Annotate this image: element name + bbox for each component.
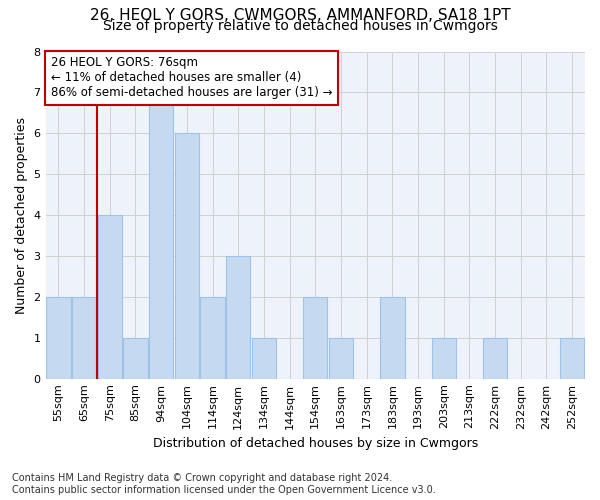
Text: 26, HEOL Y GORS, CWMGORS, AMMANFORD, SA18 1PT: 26, HEOL Y GORS, CWMGORS, AMMANFORD, SA1… (89, 8, 511, 22)
Bar (226, 256, 250, 378)
Text: 26 HEOL Y GORS: 76sqm
← 11% of detached houses are smaller (4)
86% of semi-detac: 26 HEOL Y GORS: 76sqm ← 11% of detached … (51, 56, 332, 100)
Bar (329, 338, 353, 378)
Bar (560, 338, 584, 378)
Bar (431, 338, 456, 378)
Text: Contains HM Land Registry data © Crown copyright and database right 2024.
Contai: Contains HM Land Registry data © Crown c… (12, 474, 436, 495)
Bar (303, 297, 328, 378)
Bar (200, 297, 225, 378)
Text: Size of property relative to detached houses in Cwmgors: Size of property relative to detached ho… (103, 19, 497, 33)
Bar (380, 297, 404, 378)
Bar (483, 338, 507, 378)
Bar (123, 338, 148, 378)
Y-axis label: Number of detached properties: Number of detached properties (15, 116, 28, 314)
Bar (175, 134, 199, 378)
X-axis label: Distribution of detached houses by size in Cwmgors: Distribution of detached houses by size … (152, 437, 478, 450)
Bar (98, 215, 122, 378)
Bar (149, 92, 173, 379)
Bar (46, 297, 71, 378)
Bar (72, 297, 96, 378)
Bar (251, 338, 276, 378)
